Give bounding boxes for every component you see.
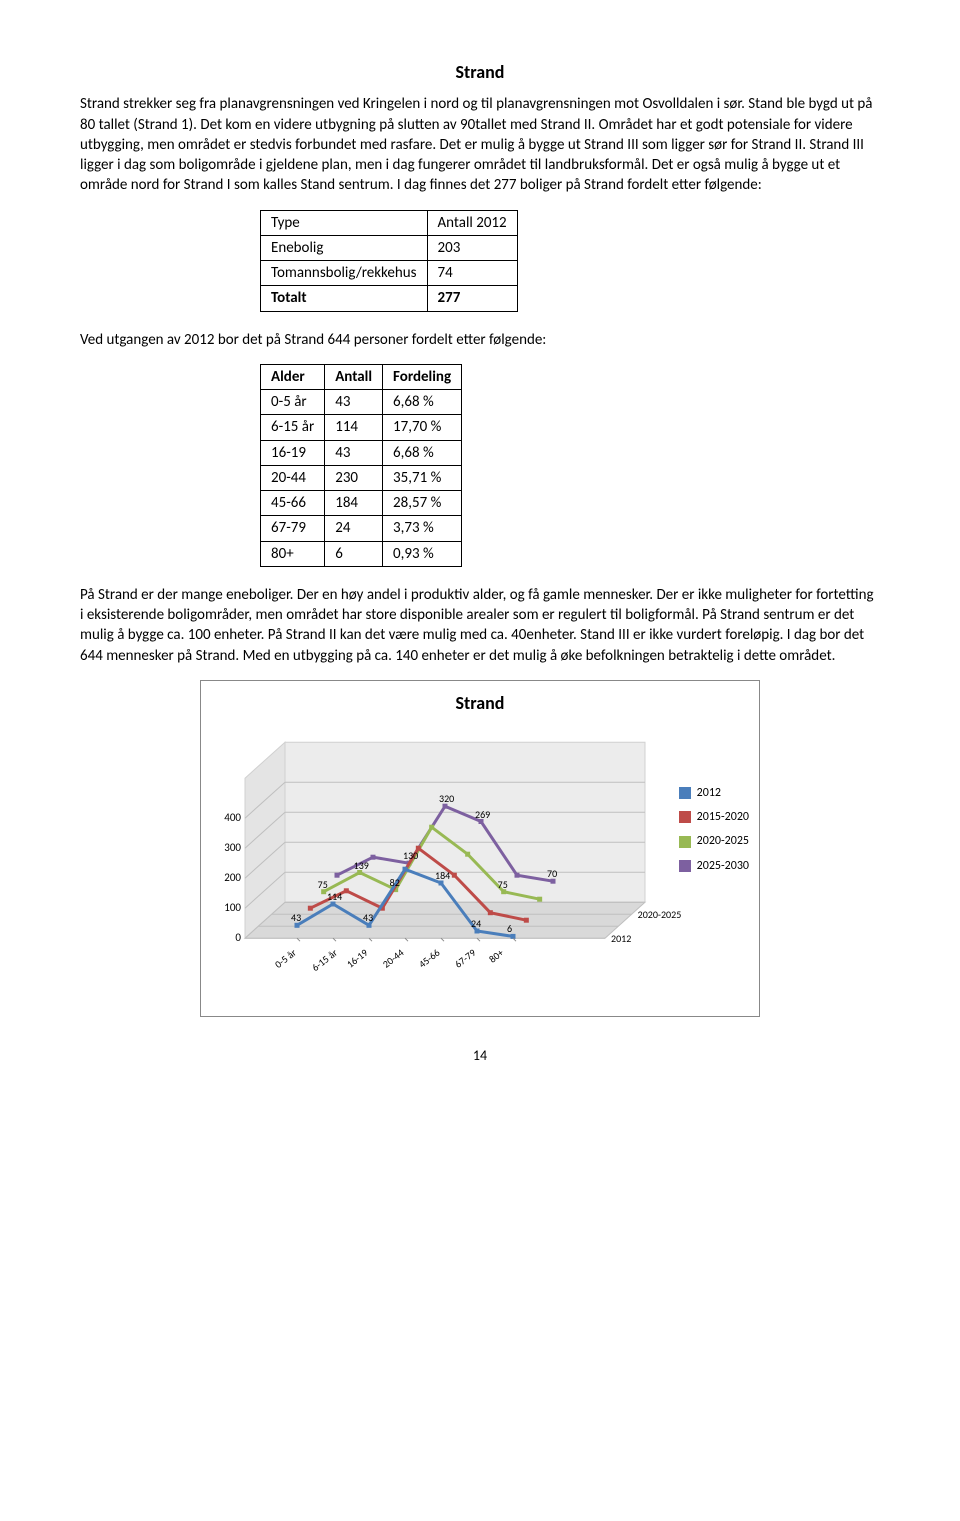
- depth-axis-label: 2020-2025: [638, 908, 682, 922]
- data-label: 82: [390, 876, 400, 890]
- table-cell: 43: [325, 440, 383, 465]
- legend-label: 2025-2030: [697, 858, 749, 874]
- table-cell: 6,68 %: [383, 390, 462, 415]
- data-label: 6: [507, 922, 512, 936]
- table-cell: 35,71 %: [383, 465, 462, 490]
- data-label: 43: [363, 911, 373, 925]
- data-label: 24: [471, 917, 481, 931]
- y-axis-tick: 0: [215, 931, 241, 946]
- table-cell: 6-15 år: [261, 415, 325, 440]
- table-cell: 0,93 %: [383, 541, 462, 566]
- y-axis-tick: 300: [215, 841, 241, 856]
- table-cell: 0-5 år: [261, 390, 325, 415]
- page-title: Strand: [80, 60, 880, 84]
- legend-swatch: [679, 860, 691, 872]
- table-header: Fordeling: [383, 364, 462, 389]
- y-axis-tick: 400: [215, 811, 241, 826]
- table-footer-cell: 277: [427, 286, 517, 311]
- table-cell: Tomannsbolig/rekkehus: [261, 261, 428, 286]
- population-intro: Ved utgangen av 2012 bor det på Strand 6…: [80, 330, 880, 350]
- table-cell: 6: [325, 541, 383, 566]
- data-label: 320: [439, 792, 454, 806]
- legend-item: 2020-2025: [679, 833, 749, 849]
- legend-swatch: [679, 811, 691, 823]
- table-cell: 43: [325, 390, 383, 415]
- chart-title: Strand: [211, 691, 749, 715]
- data-label: 139: [354, 859, 369, 873]
- strand-chart: Strand 010020030040013032026970751398275…: [200, 680, 760, 1017]
- data-label: 70: [547, 867, 557, 881]
- table-cell: 230: [325, 465, 383, 490]
- table-cell: 74: [427, 261, 517, 286]
- table-header: Type: [261, 210, 428, 235]
- table-header: Antall: [325, 364, 383, 389]
- data-label: 184: [435, 869, 450, 883]
- legend-label: 2012: [697, 785, 721, 801]
- intro-paragraph: Strand strekker seg fra planavgrensninge…: [80, 94, 880, 195]
- data-label: 114: [327, 890, 342, 904]
- table-cell: 6,68 %: [383, 440, 462, 465]
- table-cell: 114: [325, 415, 383, 440]
- legend-item: 2025-2030: [679, 858, 749, 874]
- table-cell: 203: [427, 235, 517, 260]
- data-label: 75: [498, 878, 508, 892]
- table-cell: Enebolig: [261, 235, 428, 260]
- table-cell: 16-19: [261, 440, 325, 465]
- legend-item: 2012: [679, 785, 749, 801]
- depth-axis-label: 2012: [611, 932, 631, 946]
- housing-type-table: TypeAntall 2012Enebolig203Tomannsbolig/r…: [260, 210, 518, 312]
- table-cell: 3,73 %: [383, 516, 462, 541]
- table-cell: 24: [325, 516, 383, 541]
- table-cell: 80+: [261, 541, 325, 566]
- table-header: Alder: [261, 364, 325, 389]
- y-axis-tick: 200: [215, 871, 241, 886]
- table-cell: 45-66: [261, 491, 325, 516]
- data-label: 130: [403, 849, 418, 863]
- legend-item: 2015-2020: [679, 809, 749, 825]
- age-distribution-table: AlderAntallFordeling 0-5 år436,68 % 6-15 å…: [260, 364, 462, 567]
- table-footer-cell: Totalt: [261, 286, 428, 311]
- analysis-paragraph: På Strand er der mange eneboliger. Der e…: [80, 585, 880, 666]
- legend-label: 2015-2020: [697, 809, 749, 825]
- legend-swatch: [679, 787, 691, 799]
- y-axis-tick: 100: [215, 901, 241, 916]
- table-header: Antall 2012: [427, 210, 517, 235]
- table-cell: 67-79: [261, 516, 325, 541]
- page-number: 14: [80, 1047, 880, 1066]
- chart-legend: 2012 2015-2020 2020-2025 2025-2030: [679, 735, 749, 882]
- table-cell: 28,57 %: [383, 491, 462, 516]
- legend-swatch: [679, 836, 691, 848]
- legend-label: 2020-2025: [697, 833, 749, 849]
- data-label: 43: [291, 911, 301, 925]
- table-cell: 20-44: [261, 465, 325, 490]
- chart-plot-area: 0100200300400130320269707513982754311443…: [211, 735, 669, 998]
- data-label: 269: [475, 808, 490, 822]
- table-cell: 184: [325, 491, 383, 516]
- table-cell: 17,70 %: [383, 415, 462, 440]
